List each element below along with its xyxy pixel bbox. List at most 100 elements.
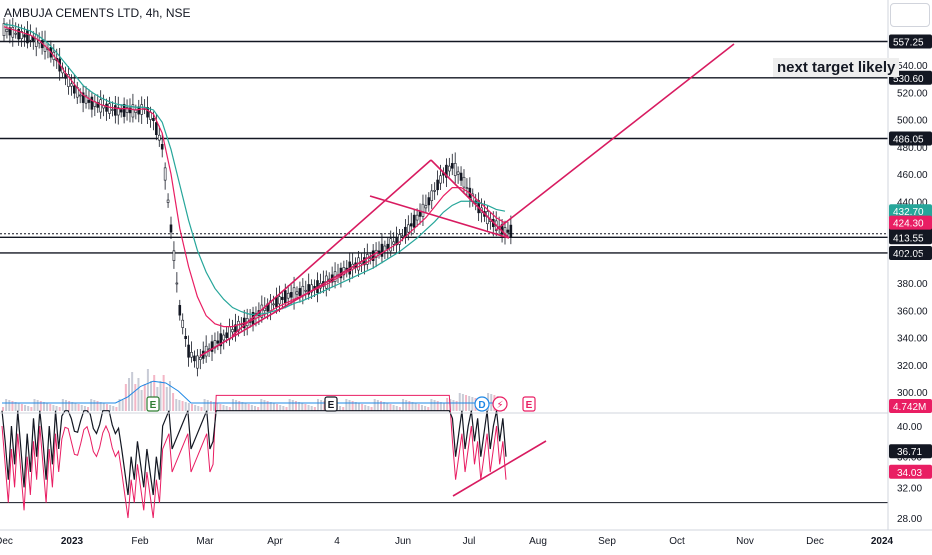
channel-lower-line[interactable] — [199, 251, 379, 357]
indicator-trendline[interactable] — [452, 440, 547, 497]
level-badge — [889, 230, 932, 245]
price-tick-label: 500.00 — [897, 116, 928, 127]
event-marker[interactable] — [474, 396, 490, 412]
candle-body — [190, 352, 193, 358]
volume-bar — [168, 381, 171, 411]
trend-drawings[interactable] — [199, 43, 735, 497]
candle-body — [407, 224, 410, 233]
volume-bar — [165, 387, 168, 411]
candle-body — [128, 107, 132, 114]
volume-bar — [36, 400, 39, 411]
volume-bar — [317, 399, 319, 411]
candle-body — [26, 30, 29, 44]
indicator-slow-line — [1, 410, 507, 496]
candle-body — [436, 179, 439, 191]
candle-body — [392, 241, 395, 245]
candle-body — [99, 99, 102, 113]
volume-bar — [197, 406, 200, 411]
volume-bar — [263, 400, 266, 411]
candle-body — [20, 31, 23, 40]
volume-bar — [77, 404, 80, 411]
volume-bar — [279, 405, 282, 411]
volume-bar — [307, 405, 310, 411]
event-marker-label: E — [526, 400, 533, 411]
volume-bar — [140, 390, 143, 411]
volume-bar — [420, 405, 423, 411]
candle-body — [87, 99, 91, 103]
volume-bar — [55, 406, 58, 411]
volume-bar — [288, 399, 291, 411]
volume-bar — [272, 403, 275, 411]
candle-body — [219, 333, 223, 347]
volume-bar — [386, 403, 389, 411]
volume-bars — [2, 369, 506, 411]
event-marker[interactable] — [146, 396, 160, 412]
volume-bar — [446, 398, 449, 411]
volume-bar — [105, 404, 108, 411]
volume-bar — [146, 369, 149, 411]
volume-bar — [411, 402, 414, 411]
volume-badge — [889, 399, 932, 413]
candle-body — [286, 292, 290, 299]
candle-body — [14, 32, 18, 35]
event-marker[interactable] — [522, 396, 536, 412]
price-badge-label: 424.30 — [893, 219, 924, 230]
indicator-pane — [0, 394, 888, 519]
volume-bar — [471, 397, 474, 411]
volume-bar — [80, 405, 83, 411]
volume-bar — [260, 399, 263, 411]
volume-bar — [121, 400, 124, 411]
candle-body — [427, 197, 431, 206]
event-marker[interactable] — [492, 396, 508, 412]
volume-bar — [118, 399, 121, 411]
event-markers[interactable]: E E D ⚡ E — [146, 396, 536, 412]
volume-bar — [417, 404, 420, 411]
candle-body — [172, 250, 176, 261]
time-tick-label: Dec — [0, 536, 13, 547]
candle-body — [263, 307, 267, 311]
volume-bar — [266, 401, 269, 411]
volume-bar — [402, 399, 405, 411]
volume-bar — [27, 406, 30, 411]
volume-bar — [301, 403, 304, 411]
candle-body — [439, 175, 442, 184]
candle-body — [281, 296, 284, 300]
volume-bar — [14, 402, 17, 411]
volume-bar — [443, 403, 445, 411]
volume-bar — [424, 406, 427, 411]
volume-bar — [364, 405, 367, 411]
candle-body — [178, 305, 182, 316]
candle-body — [84, 95, 88, 104]
volume-bar — [194, 405, 197, 411]
settings-button[interactable] — [890, 3, 930, 27]
candle-body — [157, 134, 161, 141]
price-tick-label: 460.00 — [897, 170, 928, 181]
volume-bar — [345, 399, 348, 411]
candle-body — [152, 117, 155, 122]
volume-bar — [294, 401, 297, 411]
candle-body — [389, 238, 393, 252]
candle-body — [5, 28, 9, 33]
level-badge-label: 413.55 — [893, 233, 924, 244]
candle-body — [114, 105, 117, 116]
time-tick-label: Nov — [736, 536, 754, 547]
time-axis[interactable]: Dec 2023 Feb Mar Apr 4 Jun Jul Aug Sep Oct Nov Dec 20… — [0, 536, 894, 547]
candle-body — [175, 282, 179, 285]
candle-body — [401, 235, 404, 238]
indicator-tick-label: 32.00 — [897, 483, 922, 494]
flag-upper-line[interactable] — [430, 159, 510, 239]
projection-line[interactable] — [495, 43, 735, 231]
channel-upper-line[interactable] — [231, 159, 432, 337]
flag-lower-line[interactable] — [369, 195, 510, 239]
price-tick-label: 540.00 — [897, 61, 928, 72]
candle-body — [509, 224, 513, 238]
candle-body — [228, 326, 231, 340]
event-marker[interactable] — [324, 396, 338, 412]
volume-bar — [178, 400, 181, 411]
price-tick-label: 340.00 — [897, 334, 928, 345]
volume-bar — [206, 400, 209, 411]
event-marker-label: E — [150, 400, 157, 411]
candle-body — [73, 85, 76, 94]
